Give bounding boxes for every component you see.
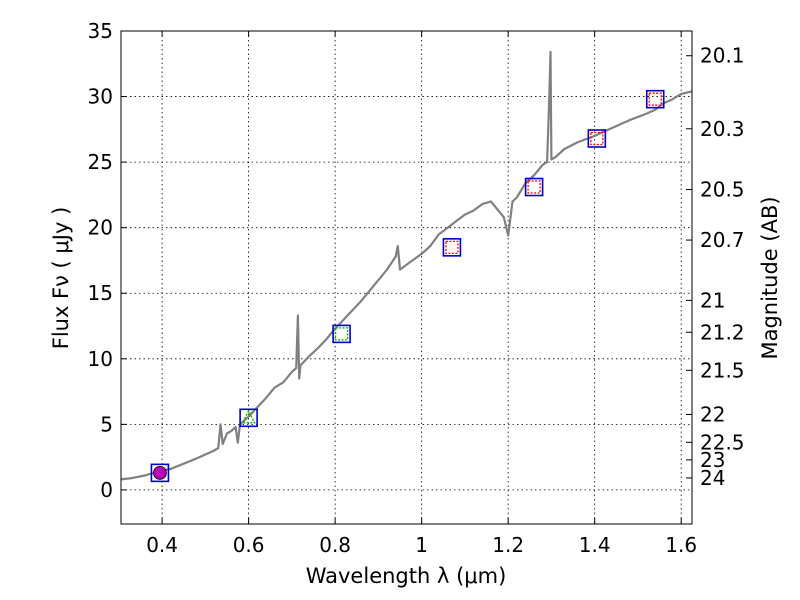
y-tick-label: 30 xyxy=(88,85,113,109)
mag-tick-label: 24 xyxy=(700,466,725,490)
y-tick-label: 10 xyxy=(88,347,113,371)
x-tick-label: 1.6 xyxy=(665,533,697,557)
y-axis-label-right: Magnitude (AB) xyxy=(758,196,782,359)
photometry-square xyxy=(332,324,351,344)
plot-frame xyxy=(120,30,693,525)
photometry-square xyxy=(645,89,665,109)
mag-tick-label: 21.2 xyxy=(700,320,745,344)
photometry-square xyxy=(442,238,462,257)
model-point xyxy=(153,465,167,480)
model-point xyxy=(241,409,256,424)
model-point xyxy=(445,240,459,254)
photometry-square xyxy=(524,177,544,197)
y-tick-label: 15 xyxy=(88,281,113,305)
y-axis-label-left: Flux Fν ( μJy ) xyxy=(49,207,73,350)
spectrum-line xyxy=(120,50,693,481)
model-point xyxy=(334,327,349,341)
model-point xyxy=(590,131,604,146)
photometry-square xyxy=(587,129,607,148)
mag-tick-label: 21.5 xyxy=(700,358,745,382)
x-tick-label: 1.2 xyxy=(492,533,524,557)
mag-tick-label: 20.1 xyxy=(700,44,745,68)
y-tick-label: 25 xyxy=(88,150,113,174)
y-tick-label: 35 xyxy=(88,19,113,43)
x-axis-label: Wavelength λ (μm) xyxy=(306,564,507,588)
photometry-square xyxy=(239,408,258,428)
mag-tick-label: 20.3 xyxy=(700,117,745,141)
model-point xyxy=(527,180,541,194)
mag-tick-label: 23 xyxy=(700,448,725,472)
x-tick-label: 0.4 xyxy=(146,533,178,557)
mag-tick-label: 22.5 xyxy=(700,430,745,454)
grid xyxy=(121,31,692,524)
y-tick-label: 5 xyxy=(100,412,113,436)
mag-tick-label: 20.5 xyxy=(700,178,745,202)
mag-tick-label: 21 xyxy=(700,288,725,312)
x-tick-label: 0.6 xyxy=(233,533,265,557)
x-tick-label: 1.4 xyxy=(579,533,611,557)
mag-tick-label: 20.7 xyxy=(700,228,745,252)
mag-tick-label: 22 xyxy=(700,402,725,426)
y-tick-label: 20 xyxy=(88,216,113,240)
series-layer xyxy=(120,50,693,483)
axes-layer: 0.4 0.6 0.8 1 1.2 1.4 1.6 0 5 10 15 20 25 30 35 20.1 20.… xyxy=(88,19,745,557)
x-tick-label: 1 xyxy=(415,533,428,557)
photometry-square xyxy=(150,463,170,483)
model-point xyxy=(648,92,662,106)
y-tick-label: 0 xyxy=(100,478,113,502)
x-tick-label: 0.8 xyxy=(319,533,351,557)
